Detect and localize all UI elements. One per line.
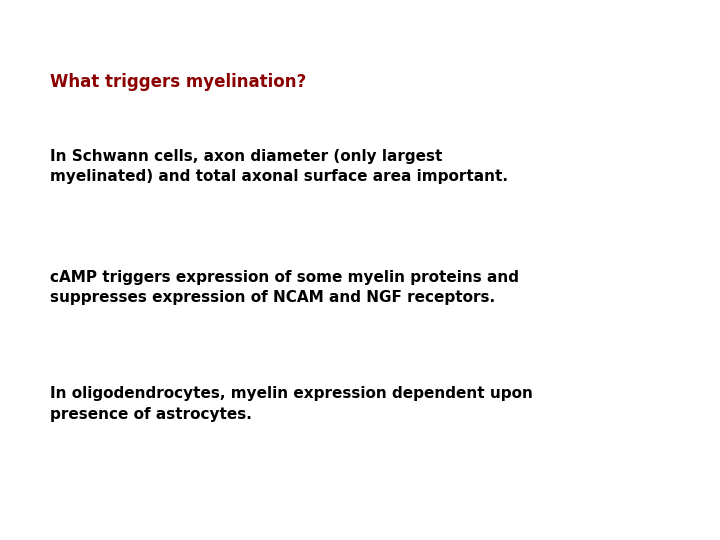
Text: What triggers myelination?: What triggers myelination? — [50, 73, 307, 91]
Text: In Schwann cells, axon diameter (only largest
myelinated) and total axonal surfa: In Schwann cells, axon diameter (only la… — [50, 148, 508, 184]
Text: In oligodendrocytes, myelin expression dependent upon
presence of astrocytes.: In oligodendrocytes, myelin expression d… — [50, 386, 534, 422]
Text: cAMP triggers expression of some myelin proteins and
suppresses expression of NC: cAMP triggers expression of some myelin … — [50, 270, 519, 306]
